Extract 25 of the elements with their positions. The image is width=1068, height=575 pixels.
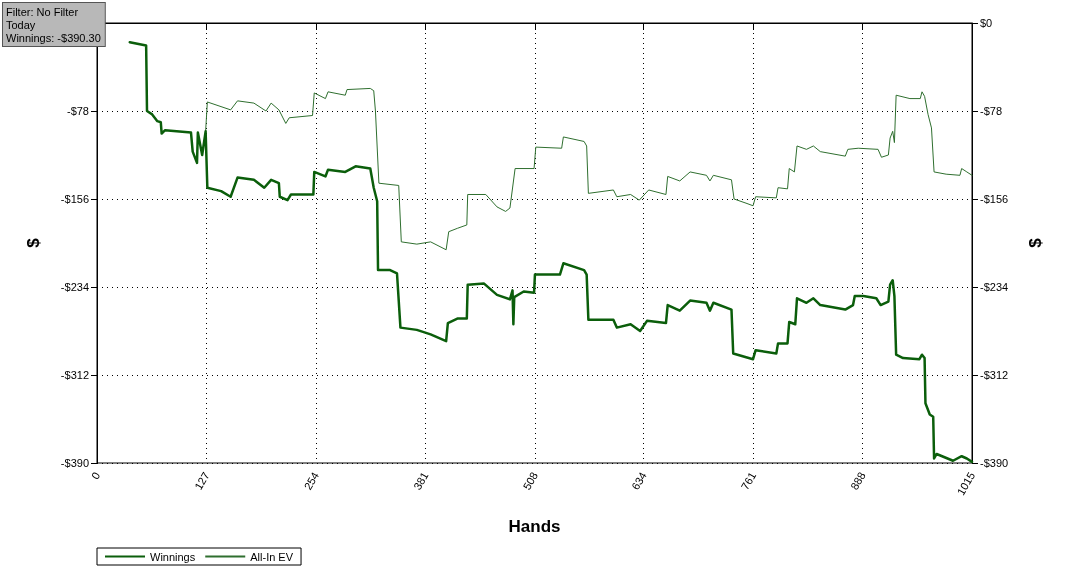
annotation: Filter: No Filter Today Winnings: -$390.30 <box>6 5 101 44</box>
legend-label: Winnings <box>150 550 196 563</box>
y-tick-label: -$234 <box>60 281 89 293</box>
y2-axis-title: $ <box>1026 237 1045 248</box>
x-axis-title: Hands <box>508 517 561 536</box>
x-tick-label: 127 <box>192 470 212 492</box>
x-tick-label: 381 <box>411 470 431 492</box>
x-tick-label: 634 <box>629 470 649 492</box>
legend-label: All-In EV <box>250 550 294 563</box>
y2-tick-label: -$78 <box>980 105 1003 117</box>
x-tick-label: 0 <box>88 470 103 482</box>
y-tick-label: -$390 <box>60 457 89 469</box>
y2-tick-label: -$234 <box>980 281 1009 293</box>
y-axis-title: $ <box>24 237 43 248</box>
y-tick-label: -$312 <box>60 369 89 381</box>
x-tick-label: 761 <box>738 470 759 492</box>
y2-tick-label: -$156 <box>980 193 1009 205</box>
y-tick-label: -$156 <box>60 193 89 205</box>
y2-tick-label: -$312 <box>980 369 1009 381</box>
y2-tick-label: -$390 <box>980 457 1009 469</box>
y2-tick-label: $0 <box>980 17 993 29</box>
x-tick-label: 508 <box>520 470 541 492</box>
y-tick-label: -$78 <box>66 105 89 117</box>
x-tick-label: 888 <box>848 470 868 492</box>
x-tick-label: 254 <box>301 470 322 492</box>
